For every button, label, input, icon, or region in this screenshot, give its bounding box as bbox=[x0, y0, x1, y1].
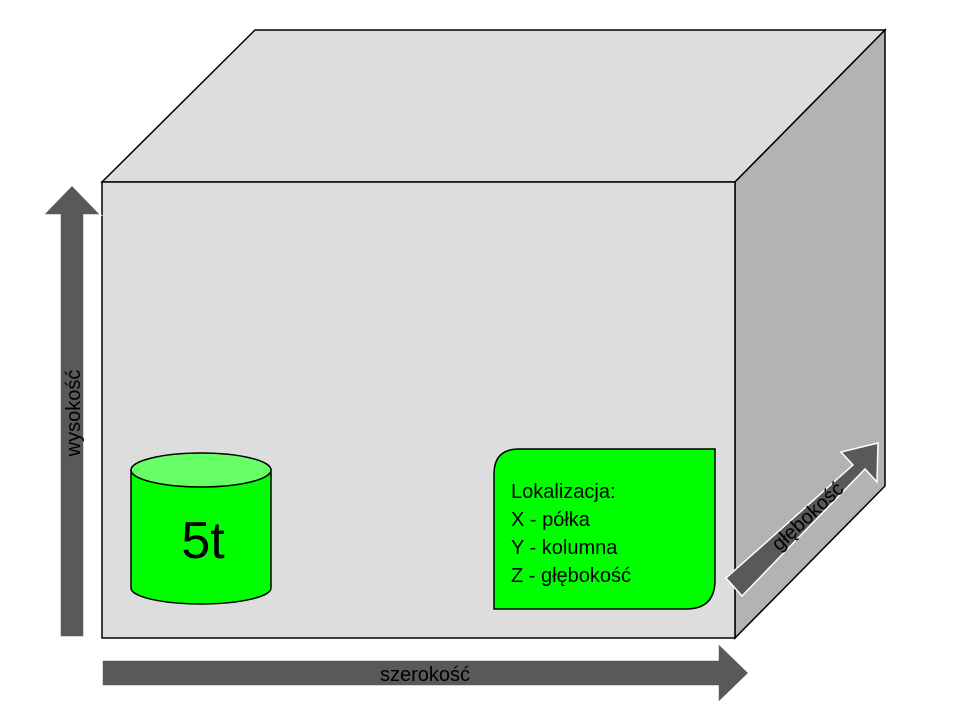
height-axis-label: wysokość bbox=[63, 370, 85, 458]
width-axis-label: szerokość bbox=[380, 664, 470, 686]
cylinder-top bbox=[130, 452, 272, 488]
location-note-line-2: X - półka bbox=[511, 509, 591, 531]
location-note-shape bbox=[493, 448, 716, 610]
height-arrow bbox=[41, 183, 103, 638]
width-arrow bbox=[101, 641, 751, 705]
location-note-line-1: Lokalizacja: bbox=[511, 481, 616, 503]
cylinder-label: 5t bbox=[181, 512, 225, 570]
depth-arrow bbox=[724, 442, 879, 598]
location-note-line-4: Z - głębokość bbox=[511, 565, 631, 587]
location-note: Lokalizacja: X - półka Y - kolumna Z - g… bbox=[493, 448, 716, 610]
cylinder-load: 5t bbox=[130, 452, 272, 605]
location-note-line-3: Y - kolumna bbox=[511, 537, 618, 559]
cylinder-body bbox=[130, 469, 272, 605]
